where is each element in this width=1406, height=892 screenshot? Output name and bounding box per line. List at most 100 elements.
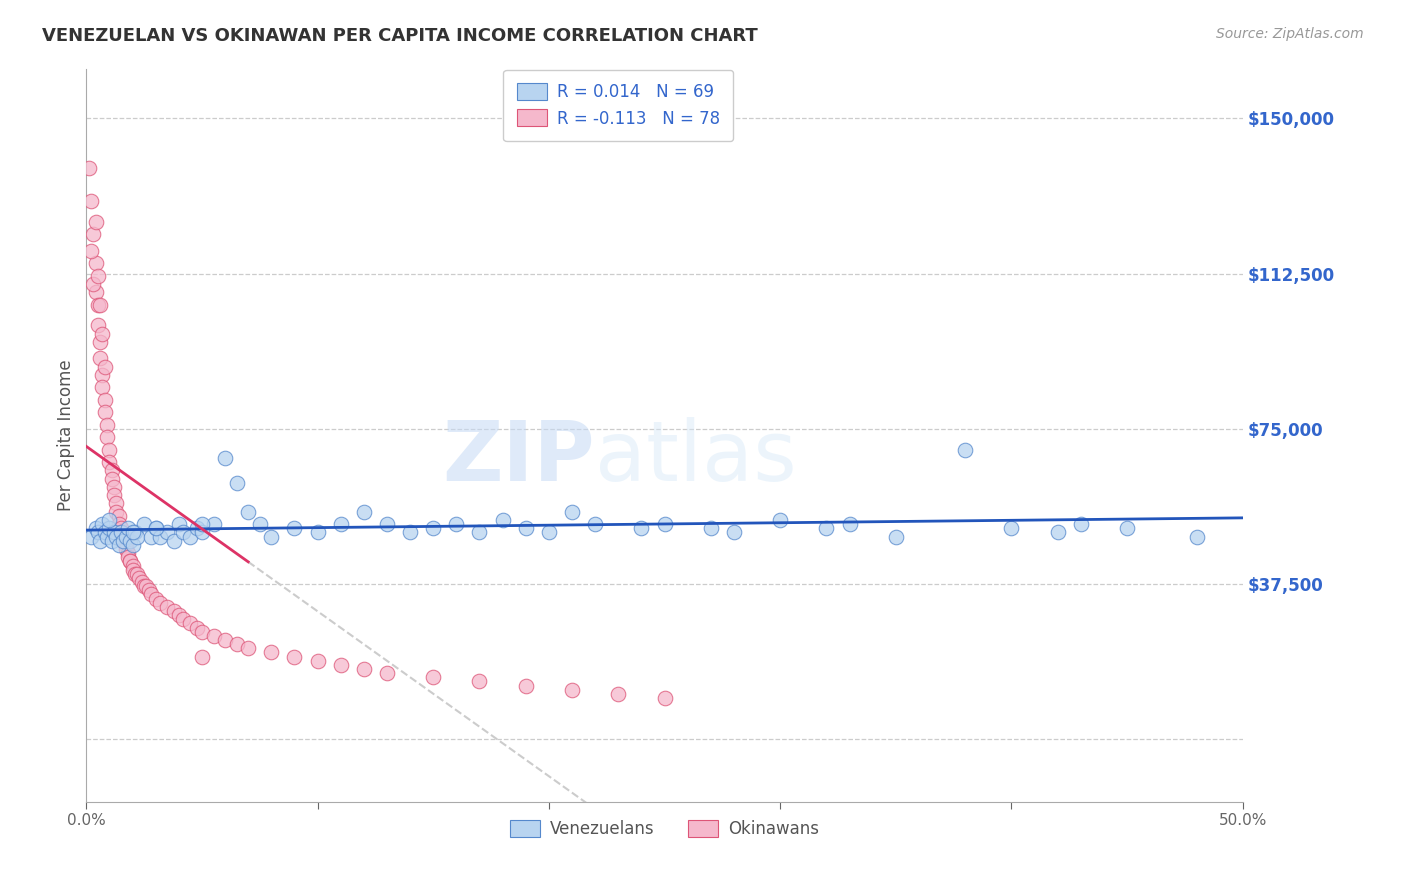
- Point: [537, 525, 560, 540]
- Point: [91, 368, 114, 382]
- Point: [607, 687, 630, 701]
- Point: [89, 297, 111, 311]
- Text: Source: ZipAtlas.com: Source: ZipAtlas.com: [1216, 27, 1364, 41]
- Point: [139, 587, 162, 601]
- Point: [214, 633, 236, 648]
- Point: [94, 525, 117, 540]
- Point: [80, 529, 103, 543]
- Point: [172, 525, 194, 540]
- Point: [654, 691, 676, 706]
- Point: [103, 525, 125, 540]
- Point: [103, 480, 125, 494]
- Point: [491, 513, 513, 527]
- Point: [112, 533, 135, 548]
- Point: [353, 505, 375, 519]
- Point: [145, 591, 167, 606]
- Point: [110, 525, 132, 540]
- Point: [561, 505, 583, 519]
- Point: [110, 521, 132, 535]
- Point: [84, 285, 107, 300]
- Text: atlas: atlas: [595, 417, 797, 498]
- Point: [172, 612, 194, 626]
- Point: [399, 525, 422, 540]
- Point: [112, 533, 135, 548]
- Point: [214, 450, 236, 465]
- Point: [105, 505, 128, 519]
- Point: [191, 649, 214, 664]
- Point: [121, 558, 143, 573]
- Point: [121, 525, 143, 540]
- Point: [120, 554, 142, 568]
- Point: [87, 318, 110, 333]
- Point: [202, 517, 225, 532]
- Point: [149, 529, 172, 543]
- Point: [91, 517, 114, 532]
- Point: [700, 521, 723, 535]
- Point: [89, 334, 111, 349]
- Point: [1046, 525, 1069, 540]
- Point: [329, 517, 352, 532]
- Point: [260, 529, 283, 543]
- Point: [156, 599, 179, 614]
- Point: [98, 455, 121, 469]
- Point: [120, 533, 142, 548]
- Point: [145, 521, 167, 535]
- Point: [307, 654, 329, 668]
- Point: [87, 525, 110, 540]
- Point: [1116, 521, 1139, 535]
- Point: [84, 215, 107, 229]
- Point: [96, 417, 118, 432]
- Point: [105, 529, 128, 543]
- Point: [135, 579, 157, 593]
- Point: [145, 521, 167, 535]
- Point: [94, 405, 117, 419]
- Point: [87, 297, 110, 311]
- Point: [375, 666, 398, 681]
- Point: [82, 277, 104, 291]
- Point: [953, 442, 976, 457]
- Point: [561, 682, 583, 697]
- Point: [124, 566, 146, 581]
- Y-axis label: Per Capita Income: Per Capita Income: [58, 359, 75, 511]
- Point: [98, 513, 121, 527]
- Point: [163, 604, 186, 618]
- Point: [723, 525, 745, 540]
- Point: [156, 525, 179, 540]
- Point: [100, 471, 122, 485]
- Point: [422, 521, 444, 535]
- Point: [260, 645, 283, 659]
- Point: [121, 538, 143, 552]
- Point: [202, 629, 225, 643]
- Point: [117, 521, 139, 535]
- Point: [114, 541, 136, 556]
- Point: [114, 529, 136, 543]
- Point: [80, 244, 103, 258]
- Point: [120, 554, 142, 568]
- Point: [769, 513, 792, 527]
- Point: [515, 679, 537, 693]
- Point: [138, 583, 160, 598]
- Point: [107, 517, 129, 532]
- Point: [179, 529, 201, 543]
- Point: [191, 525, 214, 540]
- Point: [77, 161, 100, 175]
- Point: [107, 538, 129, 552]
- Point: [82, 227, 104, 242]
- Point: [134, 579, 156, 593]
- Point: [167, 517, 190, 532]
- Text: VENEZUELAN VS OKINAWAN PER CAPITA INCOME CORRELATION CHART: VENEZUELAN VS OKINAWAN PER CAPITA INCOME…: [42, 27, 758, 45]
- Point: [225, 637, 247, 651]
- Point: [98, 442, 121, 457]
- Point: [112, 529, 135, 543]
- Point: [114, 538, 136, 552]
- Point: [186, 621, 208, 635]
- Point: [654, 517, 676, 532]
- Point: [91, 380, 114, 394]
- Point: [1000, 521, 1022, 535]
- Point: [96, 430, 118, 444]
- Point: [191, 517, 214, 532]
- Point: [100, 463, 122, 477]
- Point: [884, 529, 907, 543]
- Point: [80, 194, 103, 208]
- Point: [100, 533, 122, 548]
